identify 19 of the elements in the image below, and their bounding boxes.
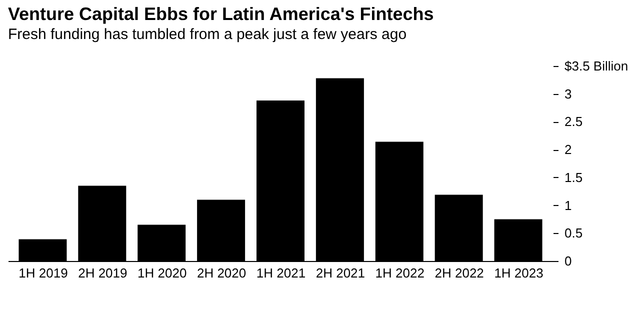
y-tick-label: 3 [564,86,572,102]
y-tick-label: 0 [564,254,572,268]
y-tick-label: 2 [564,142,572,158]
x-tick-label: 1H 2021 [256,266,306,280]
chart-subtitle: Fresh funding has tumbled from a peak just a few years ago [8,26,407,43]
chart-title: Venture Capital Ebbs for Latin America's Fintechs [8,4,434,24]
x-tick-label: 2H 2020 [196,266,246,280]
y-tick-label: 2.5 [564,114,583,130]
y-tick-label: 1 [564,198,572,213]
x-tick-label: 2H 2019 [78,266,128,280]
x-tick-label: 1H 2019 [18,266,68,280]
y-tick-label: 0.5 [564,226,583,241]
x-tick-label: 2H 2022 [434,266,484,280]
y-tick-label: 1.5 [564,170,583,185]
y-tick-label: $3.5 Billion [564,58,628,74]
x-tick-label: 1H 2023 [494,266,544,280]
x-tick-label: 2H 2021 [316,266,366,280]
x-tick-label: 1H 2022 [375,266,424,280]
x-tick-label: 1H 2020 [138,266,187,280]
